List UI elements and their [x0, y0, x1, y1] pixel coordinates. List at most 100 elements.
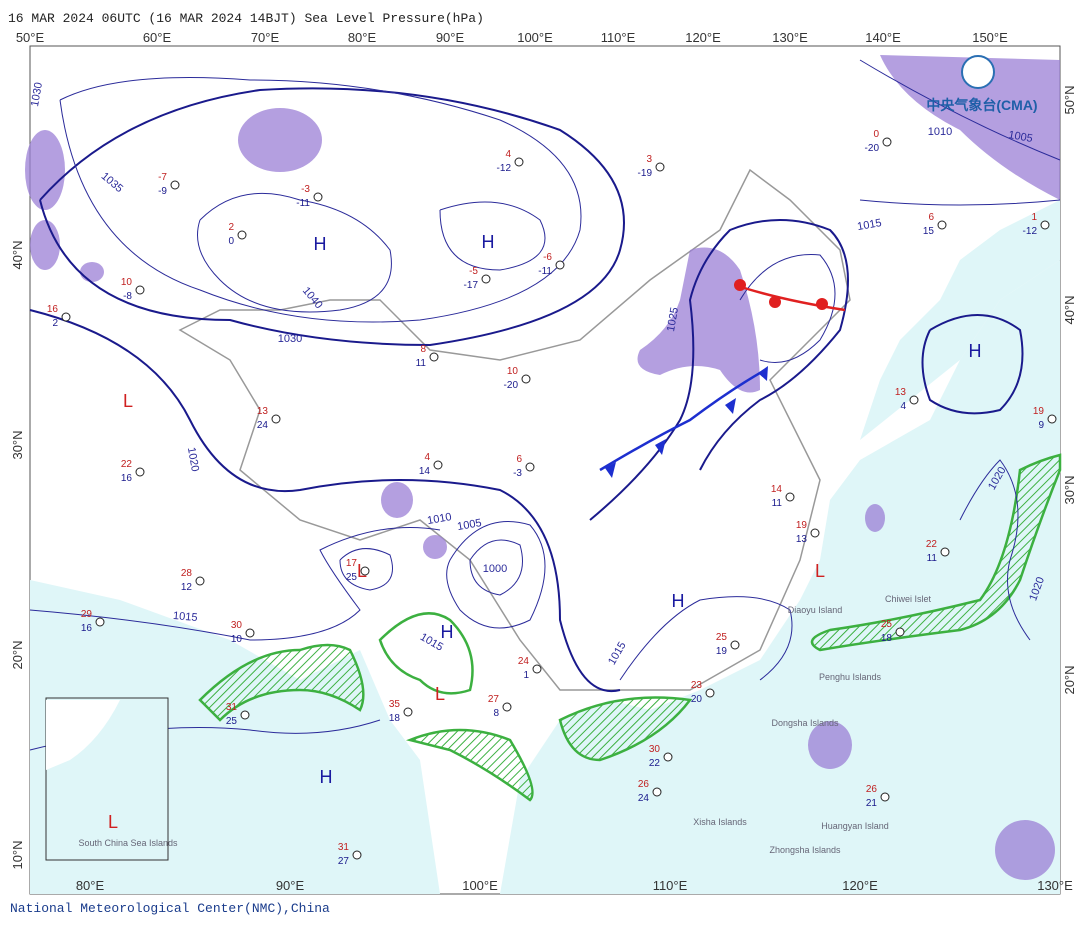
station-marker [61, 312, 71, 322]
station-dewpoint: 11 [416, 358, 427, 369]
isobar-label: 1030 [278, 333, 302, 345]
longitude-label: 120°E [685, 30, 721, 45]
temperature-zone [198, 643, 365, 722]
isobar-label: 1005 [1007, 129, 1033, 145]
station-temperature: 23 [691, 680, 703, 691]
station-temperature: 22 [121, 459, 133, 470]
pressure-center: H [320, 767, 333, 787]
isobar [859, 199, 1061, 206]
longitude-label: 70°E [251, 30, 280, 45]
isobar [589, 219, 849, 521]
longitude-label: 120°E [842, 878, 878, 893]
pressure-center: L [435, 684, 445, 704]
station-marker [433, 460, 443, 470]
precip-area [30, 220, 60, 270]
station-marker [555, 260, 565, 270]
station-marker [195, 576, 205, 586]
station-marker [1047, 414, 1057, 424]
station-dewpoint: -20 [865, 143, 880, 154]
map-title: 16 MAR 2024 06UTC (16 MAR 2024 14BJT) Se… [8, 11, 484, 26]
pressure-center: H [441, 622, 454, 642]
station-marker [785, 492, 795, 502]
station-marker [940, 547, 950, 557]
station-temperature: 17 [346, 558, 358, 569]
station-dewpoint: -12 [1023, 226, 1038, 237]
station-temperature: 30 [231, 620, 243, 631]
station-marker [313, 192, 323, 202]
station-dewpoint: -11 [538, 266, 552, 277]
precip-area [995, 820, 1055, 880]
station-dewpoint: -20 [504, 380, 519, 391]
isobar-label: 1030 [29, 81, 45, 107]
place-name: Diaoyu Island [788, 605, 843, 615]
station-marker [360, 566, 370, 576]
station-temperature: 10 [121, 277, 133, 288]
station-marker [135, 467, 145, 477]
isobar [959, 459, 1031, 641]
front-symbol [758, 366, 768, 381]
station-temperature: 29 [81, 609, 93, 620]
longitude-label: 80°E [76, 878, 105, 893]
place-name: Chiwei Islet [885, 594, 932, 604]
station-marker [895, 627, 905, 637]
station-marker [135, 285, 145, 295]
isobar-label: 1015 [856, 217, 882, 233]
map-area: 中央气象台(CMA) [25, 45, 1062, 895]
station-dewpoint: 1 [523, 670, 529, 681]
station-dewpoint: 16 [121, 473, 133, 484]
sea-japan [860, 200, 1060, 440]
precip-area [238, 108, 322, 172]
precip-area [423, 535, 447, 559]
place-name: Xisha Islands [693, 817, 747, 827]
country-border [178, 168, 851, 691]
precip-area [880, 55, 1060, 200]
isobar [446, 521, 546, 629]
station-dewpoint: 25 [226, 716, 238, 727]
longitude-label: 100°E [517, 30, 553, 45]
pressure-center: H [482, 232, 495, 252]
station-dewpoint: -11 [296, 198, 310, 209]
station-dewpoint: 10 [231, 634, 243, 645]
isobar-label: 1010 [928, 126, 952, 138]
precip-area [381, 482, 413, 518]
station-temperature: 4 [424, 452, 430, 463]
station-dewpoint: 18 [881, 633, 893, 644]
station-dewpoint: 8 [493, 708, 499, 719]
precip-area [865, 504, 885, 532]
logo-text: 中央气象台(CMA) [926, 97, 1037, 113]
station-temperature: 3 [646, 154, 652, 165]
isobar-label: 1005 [456, 517, 482, 533]
station-marker [237, 230, 247, 240]
longitude-label: 50°E [16, 30, 45, 45]
station-dewpoint: 2 [52, 318, 58, 329]
inset-land [46, 700, 120, 770]
precip-area [25, 130, 65, 210]
isobar [859, 59, 1061, 161]
station-temperature: 19 [796, 520, 808, 531]
station-temperature: 28 [181, 568, 193, 579]
cold-front [599, 368, 766, 472]
station-dewpoint: -8 [123, 291, 132, 302]
station-dewpoint: 25 [346, 572, 358, 583]
station-dewpoint: -3 [513, 468, 522, 479]
isobar [469, 539, 523, 596]
station-temperature: 25 [716, 632, 728, 643]
pressure-center: H [969, 341, 982, 361]
station-marker [502, 702, 512, 712]
station-dewpoint: 0 [228, 236, 234, 247]
footer-credit: National Meteorological Center(NMC),Chin… [10, 901, 330, 916]
station-temperature: 19 [1033, 406, 1045, 417]
station-temperature: 35 [389, 699, 401, 710]
station-marker [880, 792, 890, 802]
station-dewpoint: 20 [691, 694, 703, 705]
station-marker [909, 395, 919, 405]
station-dewpoint: 24 [638, 793, 650, 804]
latitude-label: 40°N [10, 240, 25, 269]
station-temperature: 4 [505, 149, 511, 160]
station-dewpoint: 19 [716, 646, 728, 657]
station-marker [655, 162, 665, 172]
longitude-label: 130°E [772, 30, 808, 45]
station-temperature: 2 [228, 222, 234, 233]
precip-area [808, 721, 852, 769]
